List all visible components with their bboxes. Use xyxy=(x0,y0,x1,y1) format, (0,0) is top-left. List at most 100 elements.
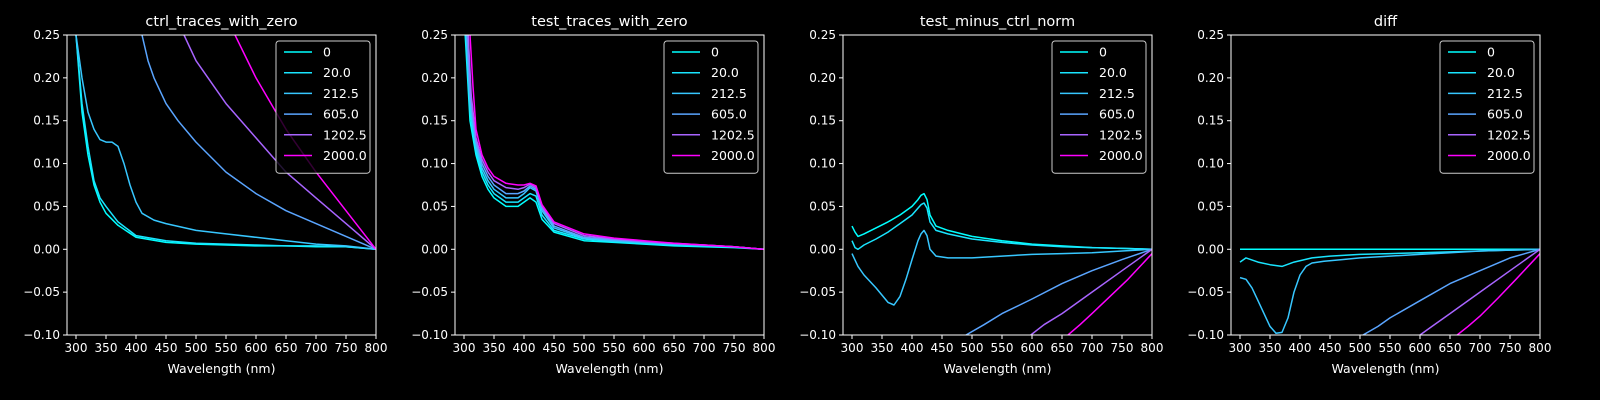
chart-title: test_traces_with_zero xyxy=(531,14,688,30)
legend-label: 0 xyxy=(323,45,331,60)
legend-label: 0 xyxy=(1487,45,1495,60)
x-tick-label: 450 xyxy=(155,341,178,355)
legend-label: 605.0 xyxy=(323,107,359,122)
x-tick-label: 700 xyxy=(305,341,328,355)
x-tick-label: 300 xyxy=(1229,341,1252,355)
legend-label: 605.0 xyxy=(1099,107,1135,122)
x-axis-label: Wavelength (nm) xyxy=(556,361,664,376)
series-line-0 xyxy=(851,192,1152,251)
y-tick-label: −0.05 xyxy=(1187,285,1224,299)
x-tick-label: 750 xyxy=(723,341,746,355)
x-tick-label: 650 xyxy=(1051,341,1074,355)
series-line-605.0 xyxy=(466,35,764,251)
chart-panel-1: ctrl_traces_with_zero 300 350 400 450 500 550 6… xyxy=(23,14,387,376)
chart-title: ctrl_traces_with_zero xyxy=(145,14,297,30)
y-tick-label: 0.05 xyxy=(1197,199,1224,213)
x-tick-label: 500 xyxy=(961,341,984,355)
series-line-605.0 xyxy=(965,248,1152,335)
y-tick-label: −0.05 xyxy=(23,285,60,299)
x-axis-label: Wavelength (nm) xyxy=(1332,361,1440,376)
x-tick-label: 750 xyxy=(1111,341,1134,355)
y-tick-label: 0.10 xyxy=(33,157,60,171)
y-tick-label: 0.00 xyxy=(33,242,60,256)
y-tick-label: −0.10 xyxy=(799,328,836,342)
legend: 0 20.0 212.5 605.0 1202.5 2000.0 xyxy=(1051,40,1147,174)
legend-label: 1202.5 xyxy=(323,127,367,142)
x-tick-label: 700 xyxy=(1469,341,1492,355)
x-tick-label: 750 xyxy=(335,341,358,355)
legend: 0 20.0 212.5 605.0 1202.5 2000.0 xyxy=(275,40,371,174)
x-tick-label: 350 xyxy=(483,341,506,355)
series-line-212.5 xyxy=(851,229,1152,306)
x-tick-label: 600 xyxy=(1409,341,1432,355)
x-tick-label: 300 xyxy=(65,341,88,355)
series-line-1202.5 xyxy=(1030,248,1152,335)
x-axis-label: Wavelength (nm) xyxy=(168,361,276,376)
x-tick-label: 800 xyxy=(1141,341,1164,355)
legend-label: 1202.5 xyxy=(711,127,755,142)
y-tick-label: −0.10 xyxy=(411,328,448,342)
series-group xyxy=(464,35,764,251)
x-tick-label: 300 xyxy=(841,341,864,355)
legend-label: 20.0 xyxy=(1487,65,1515,80)
y-tick-label: 0.05 xyxy=(809,199,836,213)
x-tick-label: 600 xyxy=(1021,341,1044,355)
chart-panel-2: test_traces_with_zero 300 350 400 450 500 550 6… xyxy=(411,14,775,376)
x-tick-label: 500 xyxy=(573,341,596,355)
series-line-212.5 xyxy=(75,35,376,251)
series-line-605.0 xyxy=(1362,248,1540,335)
y-tick-label: −0.10 xyxy=(23,328,60,342)
y-tick-label: 0.05 xyxy=(33,199,60,213)
x-tick-label: 450 xyxy=(1319,341,1342,355)
x-tick-label: 800 xyxy=(753,341,776,355)
series-line-212.5 xyxy=(1239,248,1540,335)
x-tick-label: 600 xyxy=(245,341,268,355)
y-tick-label: −0.05 xyxy=(799,285,836,299)
x-tick-label: 400 xyxy=(901,341,924,355)
x-tick-label: 800 xyxy=(1529,341,1552,355)
y-tick-label: 0.05 xyxy=(421,199,448,213)
legend-box xyxy=(663,40,759,174)
chart-panel-3: test_minus_ctrl_norm 300 350 400 450 500 550 60… xyxy=(799,14,1163,376)
y-tick-label: 0.10 xyxy=(421,157,448,171)
x-tick-label: 800 xyxy=(365,341,388,355)
series-line-605.0 xyxy=(141,35,376,250)
series-line-2000.0 xyxy=(469,35,764,251)
x-tick-label: 600 xyxy=(633,341,656,355)
x-tick-label: 400 xyxy=(125,341,148,355)
series-line-20.0 xyxy=(851,202,1152,251)
y-tick-label: 0.00 xyxy=(1197,242,1224,256)
y-tick-label: 0.20 xyxy=(33,71,60,85)
legend-label: 20.0 xyxy=(1099,65,1127,80)
series-group xyxy=(851,192,1152,335)
legend: 0 20.0 212.5 605.0 1202.5 2000.0 xyxy=(663,40,759,174)
x-tick-label: 550 xyxy=(991,341,1014,355)
legend-label: 2000.0 xyxy=(1487,148,1531,163)
x-tick-label: 550 xyxy=(215,341,238,355)
y-tick-label: 0.15 xyxy=(33,114,60,128)
chart-title: test_minus_ctrl_norm xyxy=(920,14,1075,30)
legend-label: 2000.0 xyxy=(323,148,367,163)
plot-frame xyxy=(842,34,1153,336)
x-tick-label: 650 xyxy=(275,341,298,355)
x-tick-label: 700 xyxy=(1081,341,1104,355)
x-tick-label: 500 xyxy=(1349,341,1372,355)
legend-label: 1202.5 xyxy=(1099,127,1143,142)
legend-label: 1202.5 xyxy=(1487,127,1531,142)
legend-label: 2000.0 xyxy=(1099,148,1143,163)
legend-label: 605.0 xyxy=(711,107,747,122)
x-tick-label: 400 xyxy=(1289,341,1312,355)
x-tick-label: 450 xyxy=(543,341,566,355)
y-tick-label: −0.05 xyxy=(411,285,448,299)
y-tick-label: 0.25 xyxy=(421,28,448,42)
y-tick-label: 0.20 xyxy=(421,71,448,85)
y-tick-label: 0.15 xyxy=(421,114,448,128)
legend-box xyxy=(1439,40,1535,174)
series-line-20.0 xyxy=(465,35,764,251)
legend-label: 212.5 xyxy=(1487,86,1523,101)
x-tick-label: 650 xyxy=(663,341,686,355)
x-axis-label: Wavelength (nm) xyxy=(944,361,1052,376)
y-tick-label: 0.00 xyxy=(421,242,448,256)
plot-frame xyxy=(1230,34,1541,336)
y-tick-label: 0.25 xyxy=(809,28,836,42)
